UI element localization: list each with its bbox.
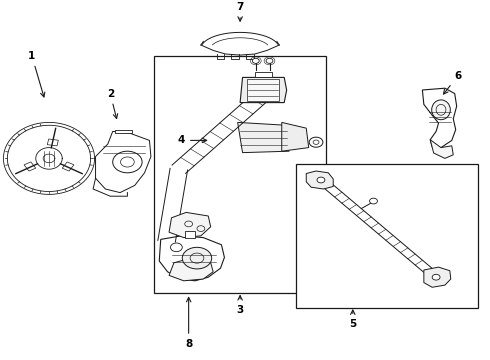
Polygon shape (282, 122, 309, 151)
Polygon shape (159, 236, 224, 281)
Polygon shape (169, 212, 211, 238)
Polygon shape (185, 231, 195, 238)
Polygon shape (96, 131, 151, 193)
Text: 1: 1 (28, 51, 45, 97)
Polygon shape (247, 79, 279, 101)
Polygon shape (306, 171, 333, 189)
Circle shape (182, 247, 212, 269)
Text: 2: 2 (107, 89, 118, 118)
Text: 7: 7 (236, 2, 244, 21)
Circle shape (317, 177, 325, 183)
Circle shape (432, 274, 440, 280)
Bar (296, 164, 478, 308)
Polygon shape (240, 77, 287, 103)
Text: 4: 4 (177, 135, 207, 145)
Polygon shape (422, 88, 457, 148)
Text: 8: 8 (185, 297, 192, 349)
Ellipse shape (432, 100, 450, 120)
Polygon shape (430, 140, 453, 158)
Polygon shape (24, 162, 36, 171)
Polygon shape (238, 122, 289, 153)
Circle shape (113, 151, 142, 173)
Text: 5: 5 (349, 310, 356, 329)
Circle shape (266, 58, 273, 63)
Circle shape (171, 243, 182, 252)
Polygon shape (424, 267, 451, 287)
Text: 6: 6 (443, 71, 462, 94)
Circle shape (369, 198, 377, 204)
Bar (154, 56, 326, 293)
Polygon shape (115, 130, 132, 133)
Circle shape (309, 137, 323, 147)
Polygon shape (169, 257, 213, 281)
Text: 3: 3 (237, 296, 244, 315)
Polygon shape (48, 139, 58, 146)
Polygon shape (62, 162, 74, 171)
Polygon shape (255, 72, 272, 77)
Circle shape (252, 58, 259, 63)
